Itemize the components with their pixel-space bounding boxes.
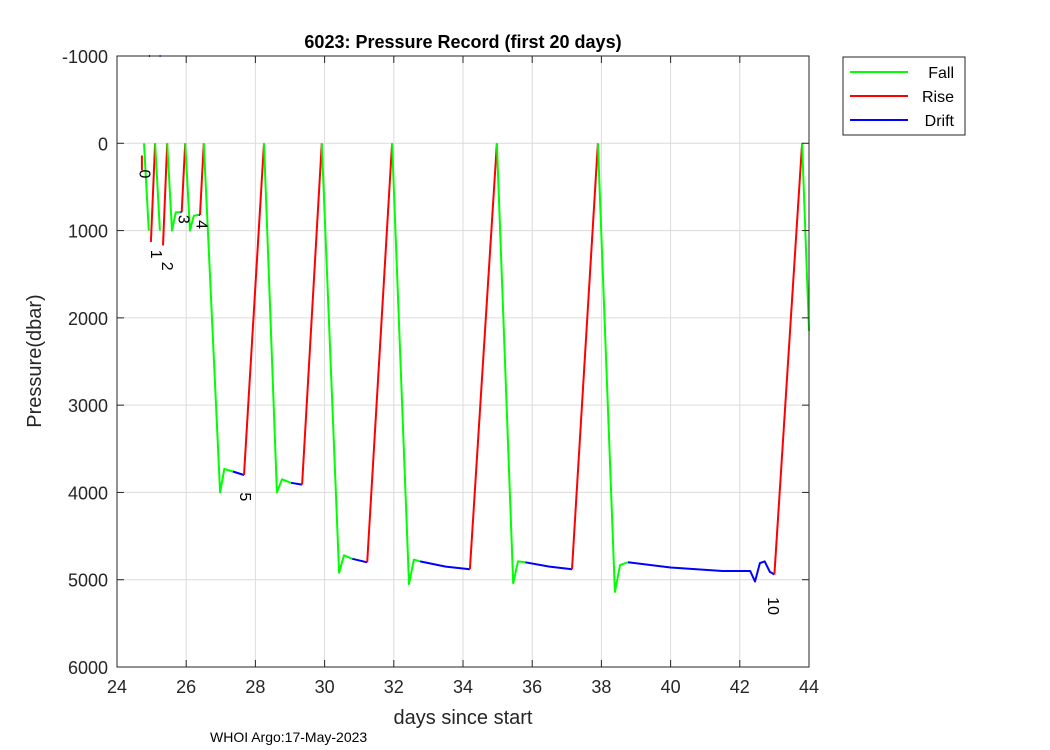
fall-segment bbox=[263, 143, 292, 494]
x-tick-label: 26 bbox=[176, 677, 196, 697]
drift-segment bbox=[525, 561, 573, 571]
y-tick-label: 5000 bbox=[68, 571, 108, 591]
x-tick-label: 44 bbox=[799, 677, 819, 697]
x-tick-label: 36 bbox=[522, 677, 542, 697]
x-tick-label: 42 bbox=[730, 677, 750, 697]
rise-segment bbox=[180, 143, 187, 213]
legend-rise: Rise bbox=[922, 89, 954, 106]
fall-segment bbox=[166, 143, 181, 232]
footer-credit: WHOI Argo:17-May-2023 bbox=[210, 729, 367, 745]
rise-segment bbox=[162, 143, 169, 246]
x-axis-label: days since start bbox=[394, 707, 533, 729]
x-tick-label: 30 bbox=[315, 677, 335, 697]
x-tick-label: 40 bbox=[661, 677, 681, 697]
profile-number-label: 10 bbox=[764, 597, 781, 615]
profile-number-label: 0 bbox=[135, 169, 152, 178]
x-tick-label: 34 bbox=[453, 677, 473, 697]
rise-segment bbox=[149, 143, 157, 242]
profile-number-label: 4 bbox=[193, 220, 210, 229]
profile-labels: 0 1 2 34 5 10 bbox=[135, 169, 781, 615]
profile-number-label: 5 bbox=[236, 492, 253, 501]
y-axis-label: Pressure(dbar) bbox=[24, 294, 46, 427]
rise-segment bbox=[773, 143, 804, 575]
x-tick-label: 24 bbox=[107, 677, 127, 697]
fall-segment bbox=[184, 143, 199, 232]
y-tick-label: 1000 bbox=[68, 222, 108, 242]
rise-segment bbox=[468, 143, 498, 570]
fall-segment bbox=[143, 143, 150, 231]
y-tick-label: 2000 bbox=[68, 309, 108, 329]
y-tick-label: -1000 bbox=[62, 47, 108, 67]
y-tick-label: 4000 bbox=[68, 483, 108, 503]
fall-segment bbox=[154, 143, 161, 231]
fall-segment bbox=[596, 143, 629, 593]
drift-segment bbox=[290, 481, 303, 486]
fall-segment bbox=[495, 143, 526, 585]
legend: Fall Rise Drift bbox=[842, 56, 966, 136]
profile-number-label: 3 bbox=[175, 215, 192, 224]
profile-number-label: 2 bbox=[158, 262, 175, 271]
rise-segment bbox=[301, 143, 323, 485]
y-tick-label: 3000 bbox=[68, 396, 108, 416]
axis-ticks: 24 26 28 30 32 34 36 38 40 42 44-10000100020003000… bbox=[62, 47, 819, 697]
legend-fall: Fall bbox=[928, 65, 954, 82]
x-tick-label: 28 bbox=[245, 677, 265, 697]
rise-segment bbox=[199, 143, 205, 215]
data-lines bbox=[140, 55, 810, 593]
fall-segment bbox=[320, 143, 353, 574]
drift-segment bbox=[232, 470, 245, 476]
fall-segment bbox=[391, 143, 421, 586]
rise-segment bbox=[243, 143, 265, 476]
x-tick-label: 32 bbox=[384, 677, 404, 697]
profile-number-label: 1 bbox=[147, 250, 164, 259]
legend-drift: Drift bbox=[925, 113, 955, 130]
fall-segment bbox=[801, 143, 810, 331]
y-tick-label: 6000 bbox=[68, 658, 108, 678]
drift-segment bbox=[352, 557, 368, 564]
fall-segment bbox=[202, 143, 234, 494]
rise-segment bbox=[366, 143, 394, 563]
drift-segment bbox=[419, 560, 471, 571]
chart-title: 6023: Pressure Record (first 20 days) bbox=[304, 32, 621, 52]
y-tick-label: 0 bbox=[98, 134, 108, 154]
x-tick-label: 38 bbox=[591, 677, 611, 697]
rise-segment bbox=[571, 143, 599, 570]
drift-segment bbox=[627, 560, 775, 583]
